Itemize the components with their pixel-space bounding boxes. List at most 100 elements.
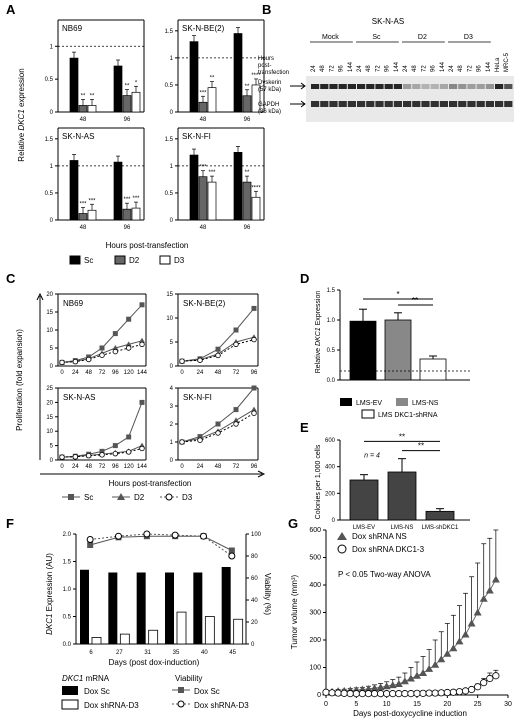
panel-g-legend: Dox shRNA NS Dox shRNA DKC1-3 P < 0.05 T… bbox=[337, 532, 431, 579]
g-point-ns bbox=[485, 586, 494, 594]
f-viability-point-shrna bbox=[171, 531, 179, 539]
c-point-d3 bbox=[139, 341, 145, 348]
g-point-ns bbox=[400, 677, 409, 685]
g-point-dkc1 bbox=[437, 689, 445, 697]
legend-label-g-dkc1: Dox shRNA DKC1-3 bbox=[352, 545, 425, 554]
legend-swatch-d2 bbox=[114, 255, 126, 265]
a-ytick-label: 0.5 bbox=[45, 77, 54, 83]
g-xtick-label: 10 bbox=[383, 701, 391, 708]
a-subchart-title: NB69 bbox=[62, 24, 83, 33]
e-n-label: n = 4 bbox=[364, 452, 380, 459]
c-point-sc bbox=[126, 434, 132, 440]
f-bar-doxshrna bbox=[176, 611, 187, 645]
legend-marker-sc bbox=[68, 494, 74, 500]
g-point-ns bbox=[455, 637, 464, 645]
panel-d-ylabel: Relative DKC1 Expression bbox=[315, 291, 322, 374]
a-ytick-label: 1.5 bbox=[45, 137, 54, 143]
a-ytick-label: 0 bbox=[170, 218, 174, 224]
c-xtick-label: 120 bbox=[124, 464, 135, 470]
gapdh-label: GAPDH (36 kDa) bbox=[258, 102, 281, 115]
a-bar bbox=[122, 95, 132, 113]
g-point-dkc1 bbox=[364, 690, 373, 698]
c-point-sc bbox=[233, 327, 239, 333]
g-point-dkc1 bbox=[425, 689, 433, 697]
blot-bands bbox=[311, 84, 513, 107]
c-point-d3 bbox=[215, 430, 221, 436]
blot-lane-label: 24 bbox=[449, 65, 455, 72]
legend-label-f-doxshrna: Dox shRNA-D3 bbox=[84, 701, 139, 710]
a-significance: * bbox=[135, 80, 138, 86]
blot-group-label: Sc bbox=[372, 34, 381, 41]
f-bar-doxshrna bbox=[204, 616, 215, 645]
g-point-ns bbox=[370, 684, 379, 692]
blot-lane-label: 96 bbox=[431, 65, 437, 72]
a-bar bbox=[189, 41, 199, 113]
gapdh-band bbox=[384, 101, 393, 107]
g-point-dkc1 bbox=[419, 689, 427, 697]
c-point-d3 bbox=[125, 345, 132, 351]
blot-group-label: Mock bbox=[322, 34, 339, 41]
d-ytick-label: 0.0 bbox=[327, 378, 336, 384]
legend-marker-g-ns bbox=[337, 532, 347, 540]
blot-lane-label: 24 bbox=[403, 65, 409, 72]
legend-label-d3: D3 bbox=[174, 256, 185, 265]
c-point-sc bbox=[251, 305, 257, 311]
dyskerin-band bbox=[458, 84, 467, 89]
dyskerin-band bbox=[393, 84, 402, 89]
blot-lane-label: 144 bbox=[394, 61, 400, 72]
gapdh-band bbox=[347, 101, 356, 107]
blot-lane-label: MRC-5 bbox=[504, 52, 510, 72]
g-point-dkc1 bbox=[334, 689, 342, 697]
dyskerin-arrowhead bbox=[300, 82, 306, 90]
c-yaxis-arrow bbox=[36, 292, 44, 460]
a-ytick-label: 0 bbox=[170, 110, 174, 116]
g-point-dkc1 bbox=[455, 688, 464, 696]
a-category-label: 96 bbox=[244, 225, 251, 231]
dyskerin-band bbox=[476, 84, 485, 89]
c-point-d3 bbox=[99, 452, 105, 458]
legend-swatch-lms-shrna bbox=[361, 409, 375, 419]
g-point-dkc1 bbox=[389, 690, 397, 698]
f-ytick-label: 1.0 bbox=[63, 587, 72, 593]
c-point-d2 bbox=[139, 337, 145, 343]
blot-lane-label: 48 bbox=[366, 65, 372, 72]
c-xtick-label: 72 bbox=[99, 464, 106, 470]
a-bar bbox=[198, 176, 208, 221]
a-significance: *** bbox=[208, 170, 216, 176]
e-bar bbox=[425, 510, 455, 521]
c-xtick-label: 48 bbox=[215, 464, 222, 470]
g-xtick-label: 15 bbox=[413, 701, 421, 708]
f-bar-doxshrna bbox=[119, 633, 130, 645]
a-bar bbox=[131, 207, 141, 221]
g-ytick-label: 400 bbox=[309, 582, 321, 589]
d-bar bbox=[419, 358, 447, 381]
g-ytick-label: 200 bbox=[309, 637, 321, 644]
c-xtick-label: 24 bbox=[197, 370, 204, 376]
e-bar bbox=[349, 479, 379, 521]
gapdh-band bbox=[403, 101, 412, 107]
a-bar bbox=[242, 95, 252, 113]
panel-f-xlabel: Days (post dox-induction) bbox=[109, 658, 200, 667]
panel-f: F DKC1 Expression (AU) Viability (%) 0.0… bbox=[6, 516, 272, 710]
c-point-d3 bbox=[59, 359, 65, 366]
dyskerin-band bbox=[329, 84, 338, 89]
c-point-sc bbox=[126, 316, 132, 322]
c-ytick-label: 5 bbox=[170, 340, 174, 346]
c-point-d3 bbox=[233, 341, 239, 348]
c-point-d3 bbox=[85, 452, 92, 459]
d-bar bbox=[384, 319, 412, 381]
a-ytick-label: 0.5 bbox=[45, 191, 54, 197]
g-point-ns bbox=[473, 608, 482, 616]
blot-group-label: D3 bbox=[464, 34, 473, 41]
dyskerin-band bbox=[467, 84, 476, 89]
panel-a-legend: Sc D2 D3 bbox=[69, 255, 185, 265]
g-point-ns bbox=[376, 683, 385, 691]
a-significance: ** bbox=[125, 84, 130, 90]
g-point-ns bbox=[388, 681, 397, 689]
gapdh-band bbox=[311, 101, 320, 107]
g-point-ns bbox=[406, 674, 415, 682]
blot-lane-label: 72 bbox=[421, 65, 427, 72]
c-subchart-title: SK-N-AS bbox=[63, 393, 95, 402]
